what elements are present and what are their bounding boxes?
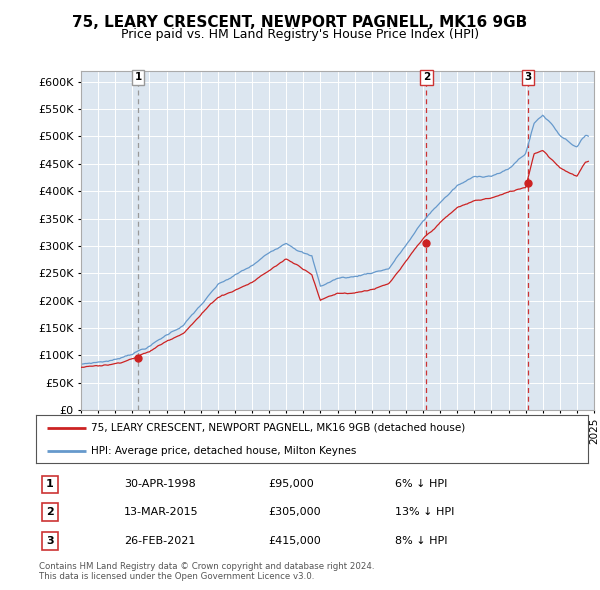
Text: 3: 3 <box>46 536 53 546</box>
Text: £305,000: £305,000 <box>268 507 320 517</box>
Text: 1: 1 <box>46 480 53 489</box>
Text: 13% ↓ HPI: 13% ↓ HPI <box>395 507 454 517</box>
Text: 30-APR-1998: 30-APR-1998 <box>124 480 196 489</box>
Text: Price paid vs. HM Land Registry's House Price Index (HPI): Price paid vs. HM Land Registry's House … <box>121 28 479 41</box>
Text: 1: 1 <box>134 73 142 83</box>
Text: £415,000: £415,000 <box>268 536 320 546</box>
Text: This data is licensed under the Open Government Licence v3.0.: This data is licensed under the Open Gov… <box>39 572 314 581</box>
Text: 2: 2 <box>423 73 430 83</box>
Text: 75, LEARY CRESCENT, NEWPORT PAGNELL, MK16 9GB (detached house): 75, LEARY CRESCENT, NEWPORT PAGNELL, MK1… <box>91 423 466 433</box>
Text: 6% ↓ HPI: 6% ↓ HPI <box>395 480 447 489</box>
Text: 13-MAR-2015: 13-MAR-2015 <box>124 507 199 517</box>
Text: 2: 2 <box>46 507 53 517</box>
Text: Contains HM Land Registry data © Crown copyright and database right 2024.: Contains HM Land Registry data © Crown c… <box>39 562 374 571</box>
Text: £95,000: £95,000 <box>268 480 314 489</box>
Text: 8% ↓ HPI: 8% ↓ HPI <box>395 536 448 546</box>
Text: 75, LEARY CRESCENT, NEWPORT PAGNELL, MK16 9GB: 75, LEARY CRESCENT, NEWPORT PAGNELL, MK1… <box>73 15 527 30</box>
Text: 3: 3 <box>524 73 532 83</box>
Text: HPI: Average price, detached house, Milton Keynes: HPI: Average price, detached house, Milt… <box>91 446 356 456</box>
Text: 26-FEB-2021: 26-FEB-2021 <box>124 536 196 546</box>
